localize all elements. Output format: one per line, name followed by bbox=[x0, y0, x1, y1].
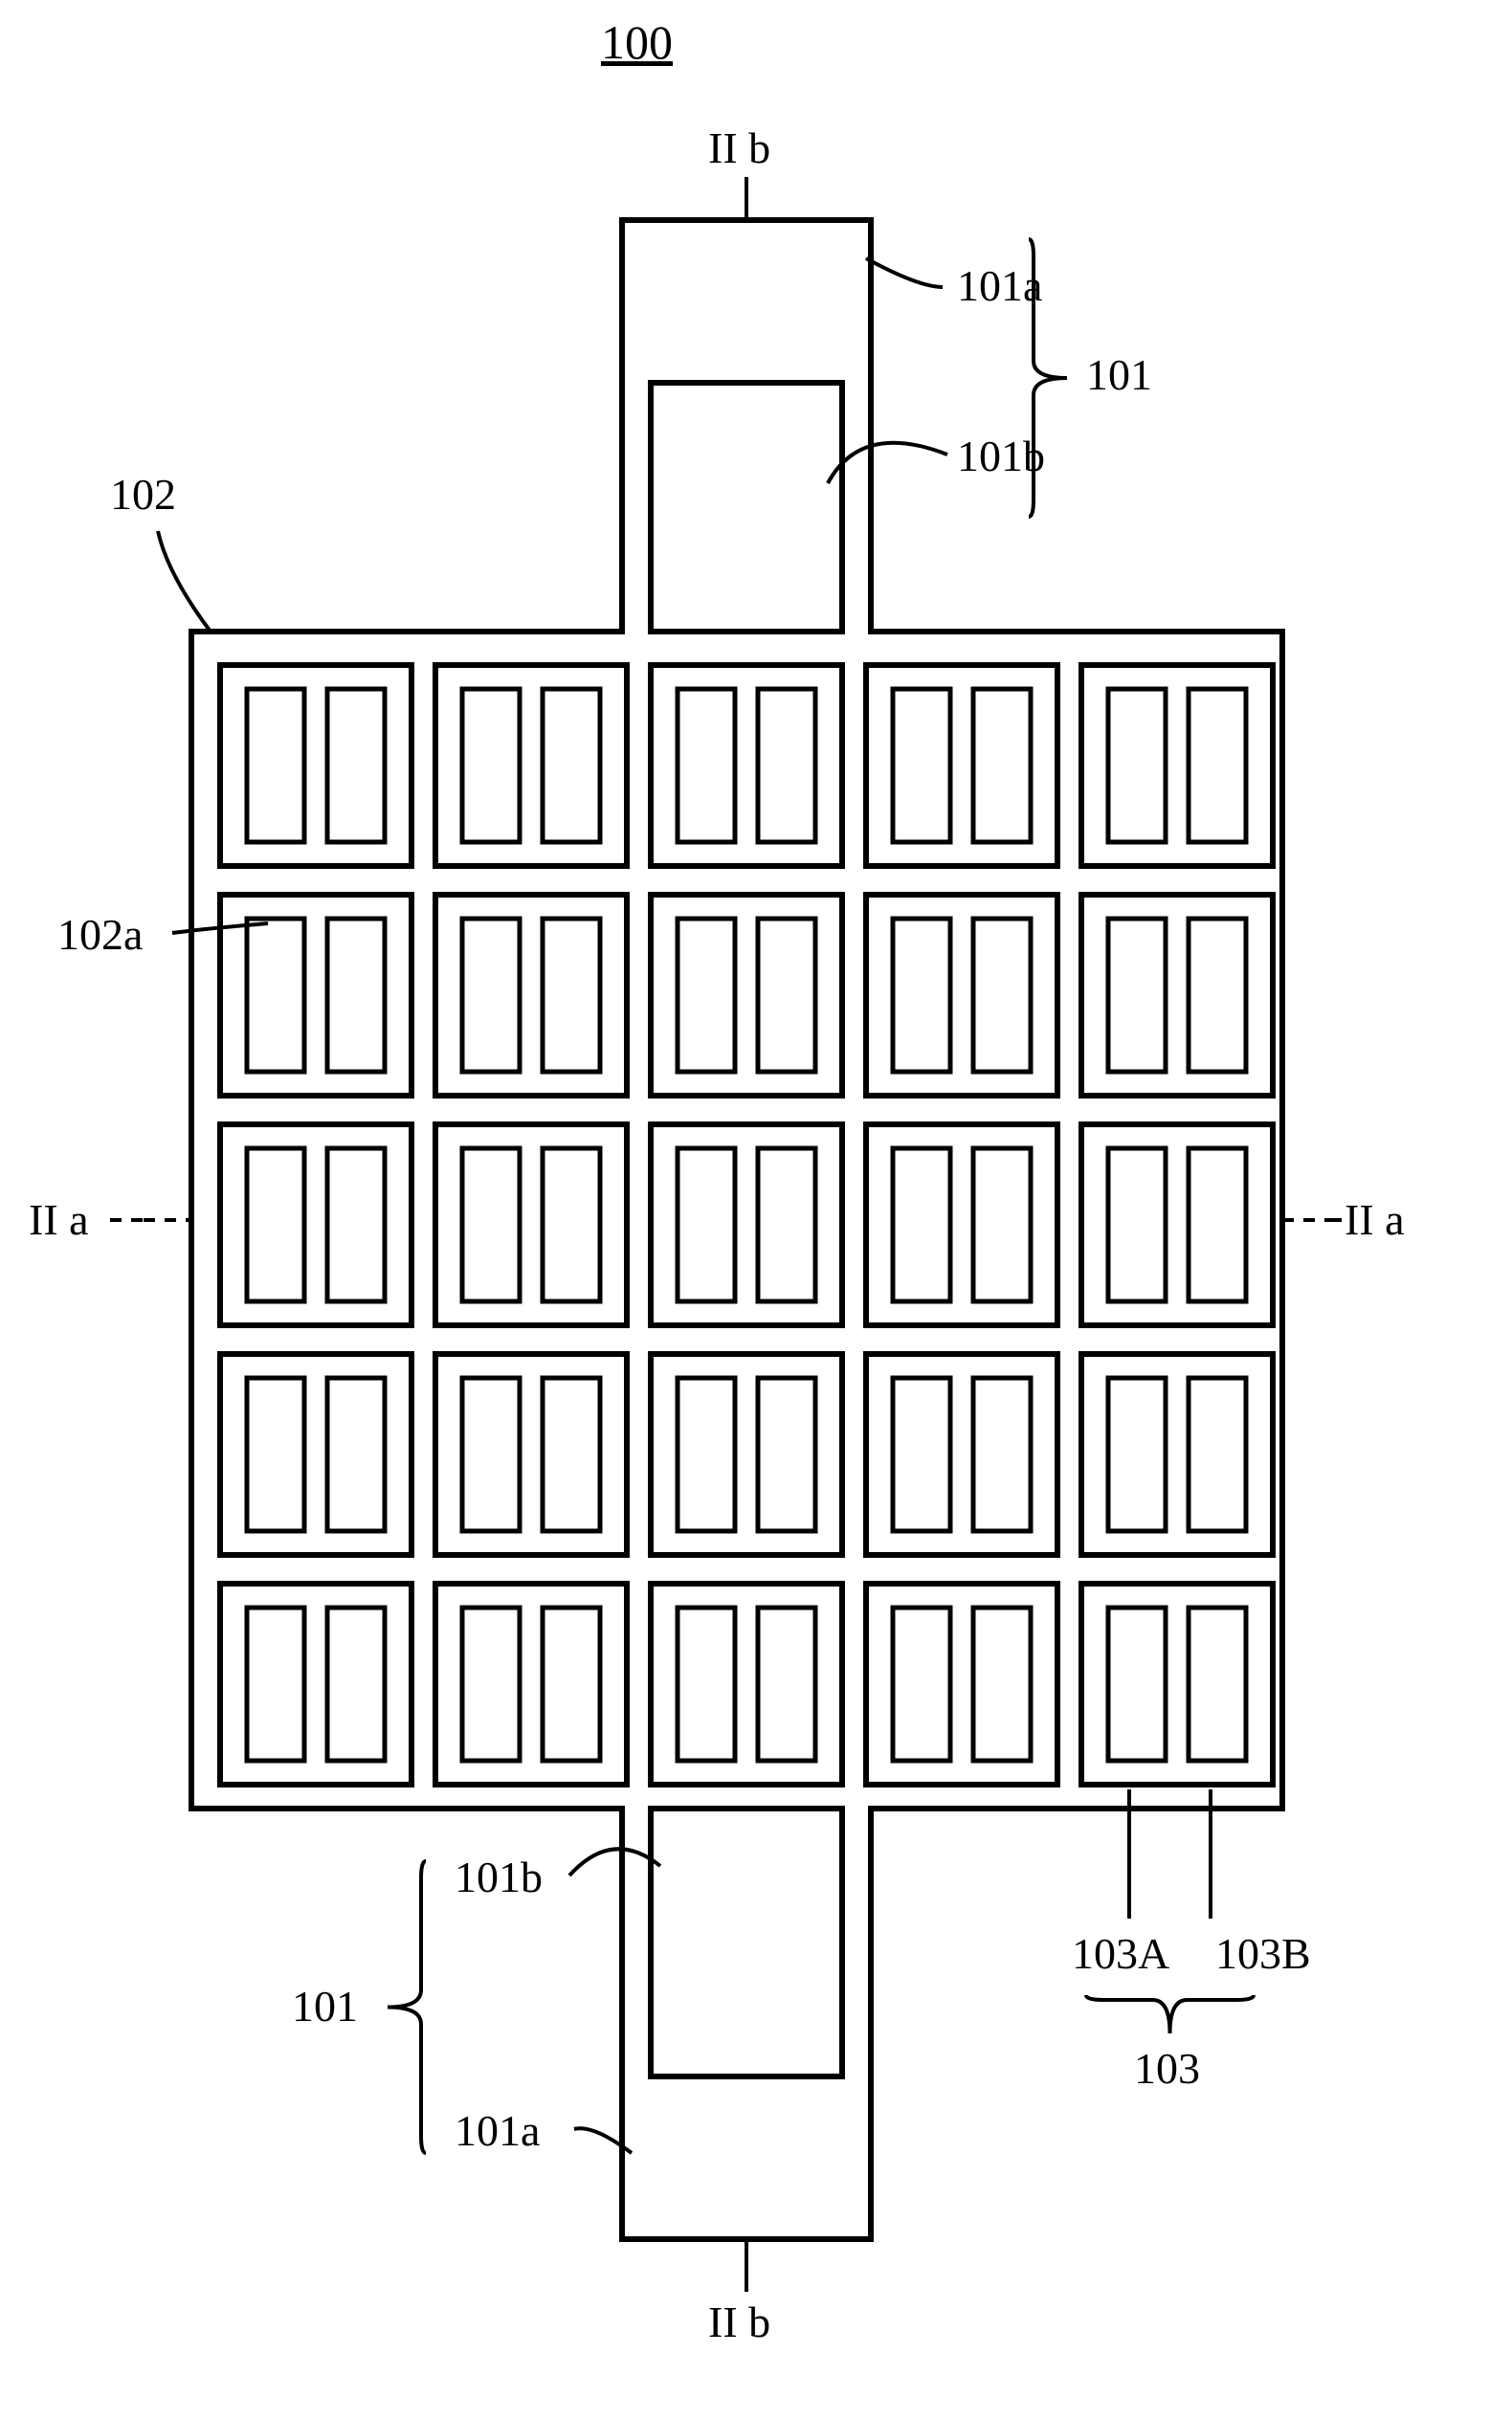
l103B-label: 103B bbox=[1215, 1928, 1311, 1979]
l101b-bot-label: 101b bbox=[455, 1852, 543, 1902]
iib-bottom-label: II b bbox=[708, 2297, 770, 2347]
l101b-top-label: 101b bbox=[957, 431, 1045, 481]
l101a-bot-label: 101a bbox=[455, 2105, 540, 2156]
iia-right-label: II a bbox=[1345, 1194, 1405, 1245]
l101-top-label: 101 bbox=[1086, 349, 1152, 400]
l101-bot-label: 101 bbox=[292, 1981, 358, 2031]
diagram-svg bbox=[0, 0, 1512, 2420]
l103-label: 103 bbox=[1134, 2043, 1200, 2094]
title-label: 100 bbox=[601, 14, 673, 70]
l102a-label: 102a bbox=[57, 909, 143, 960]
iia-left-label: II a bbox=[29, 1194, 89, 1245]
l102-label: 102 bbox=[110, 469, 176, 520]
diagram-stage: 100 II b II b II a II a 101 101a 101b 10… bbox=[0, 0, 1512, 2420]
l103A-label: 103A bbox=[1072, 1928, 1169, 1979]
l101a-top-label: 101a bbox=[957, 260, 1042, 311]
iib-top-label: II b bbox=[708, 122, 770, 173]
